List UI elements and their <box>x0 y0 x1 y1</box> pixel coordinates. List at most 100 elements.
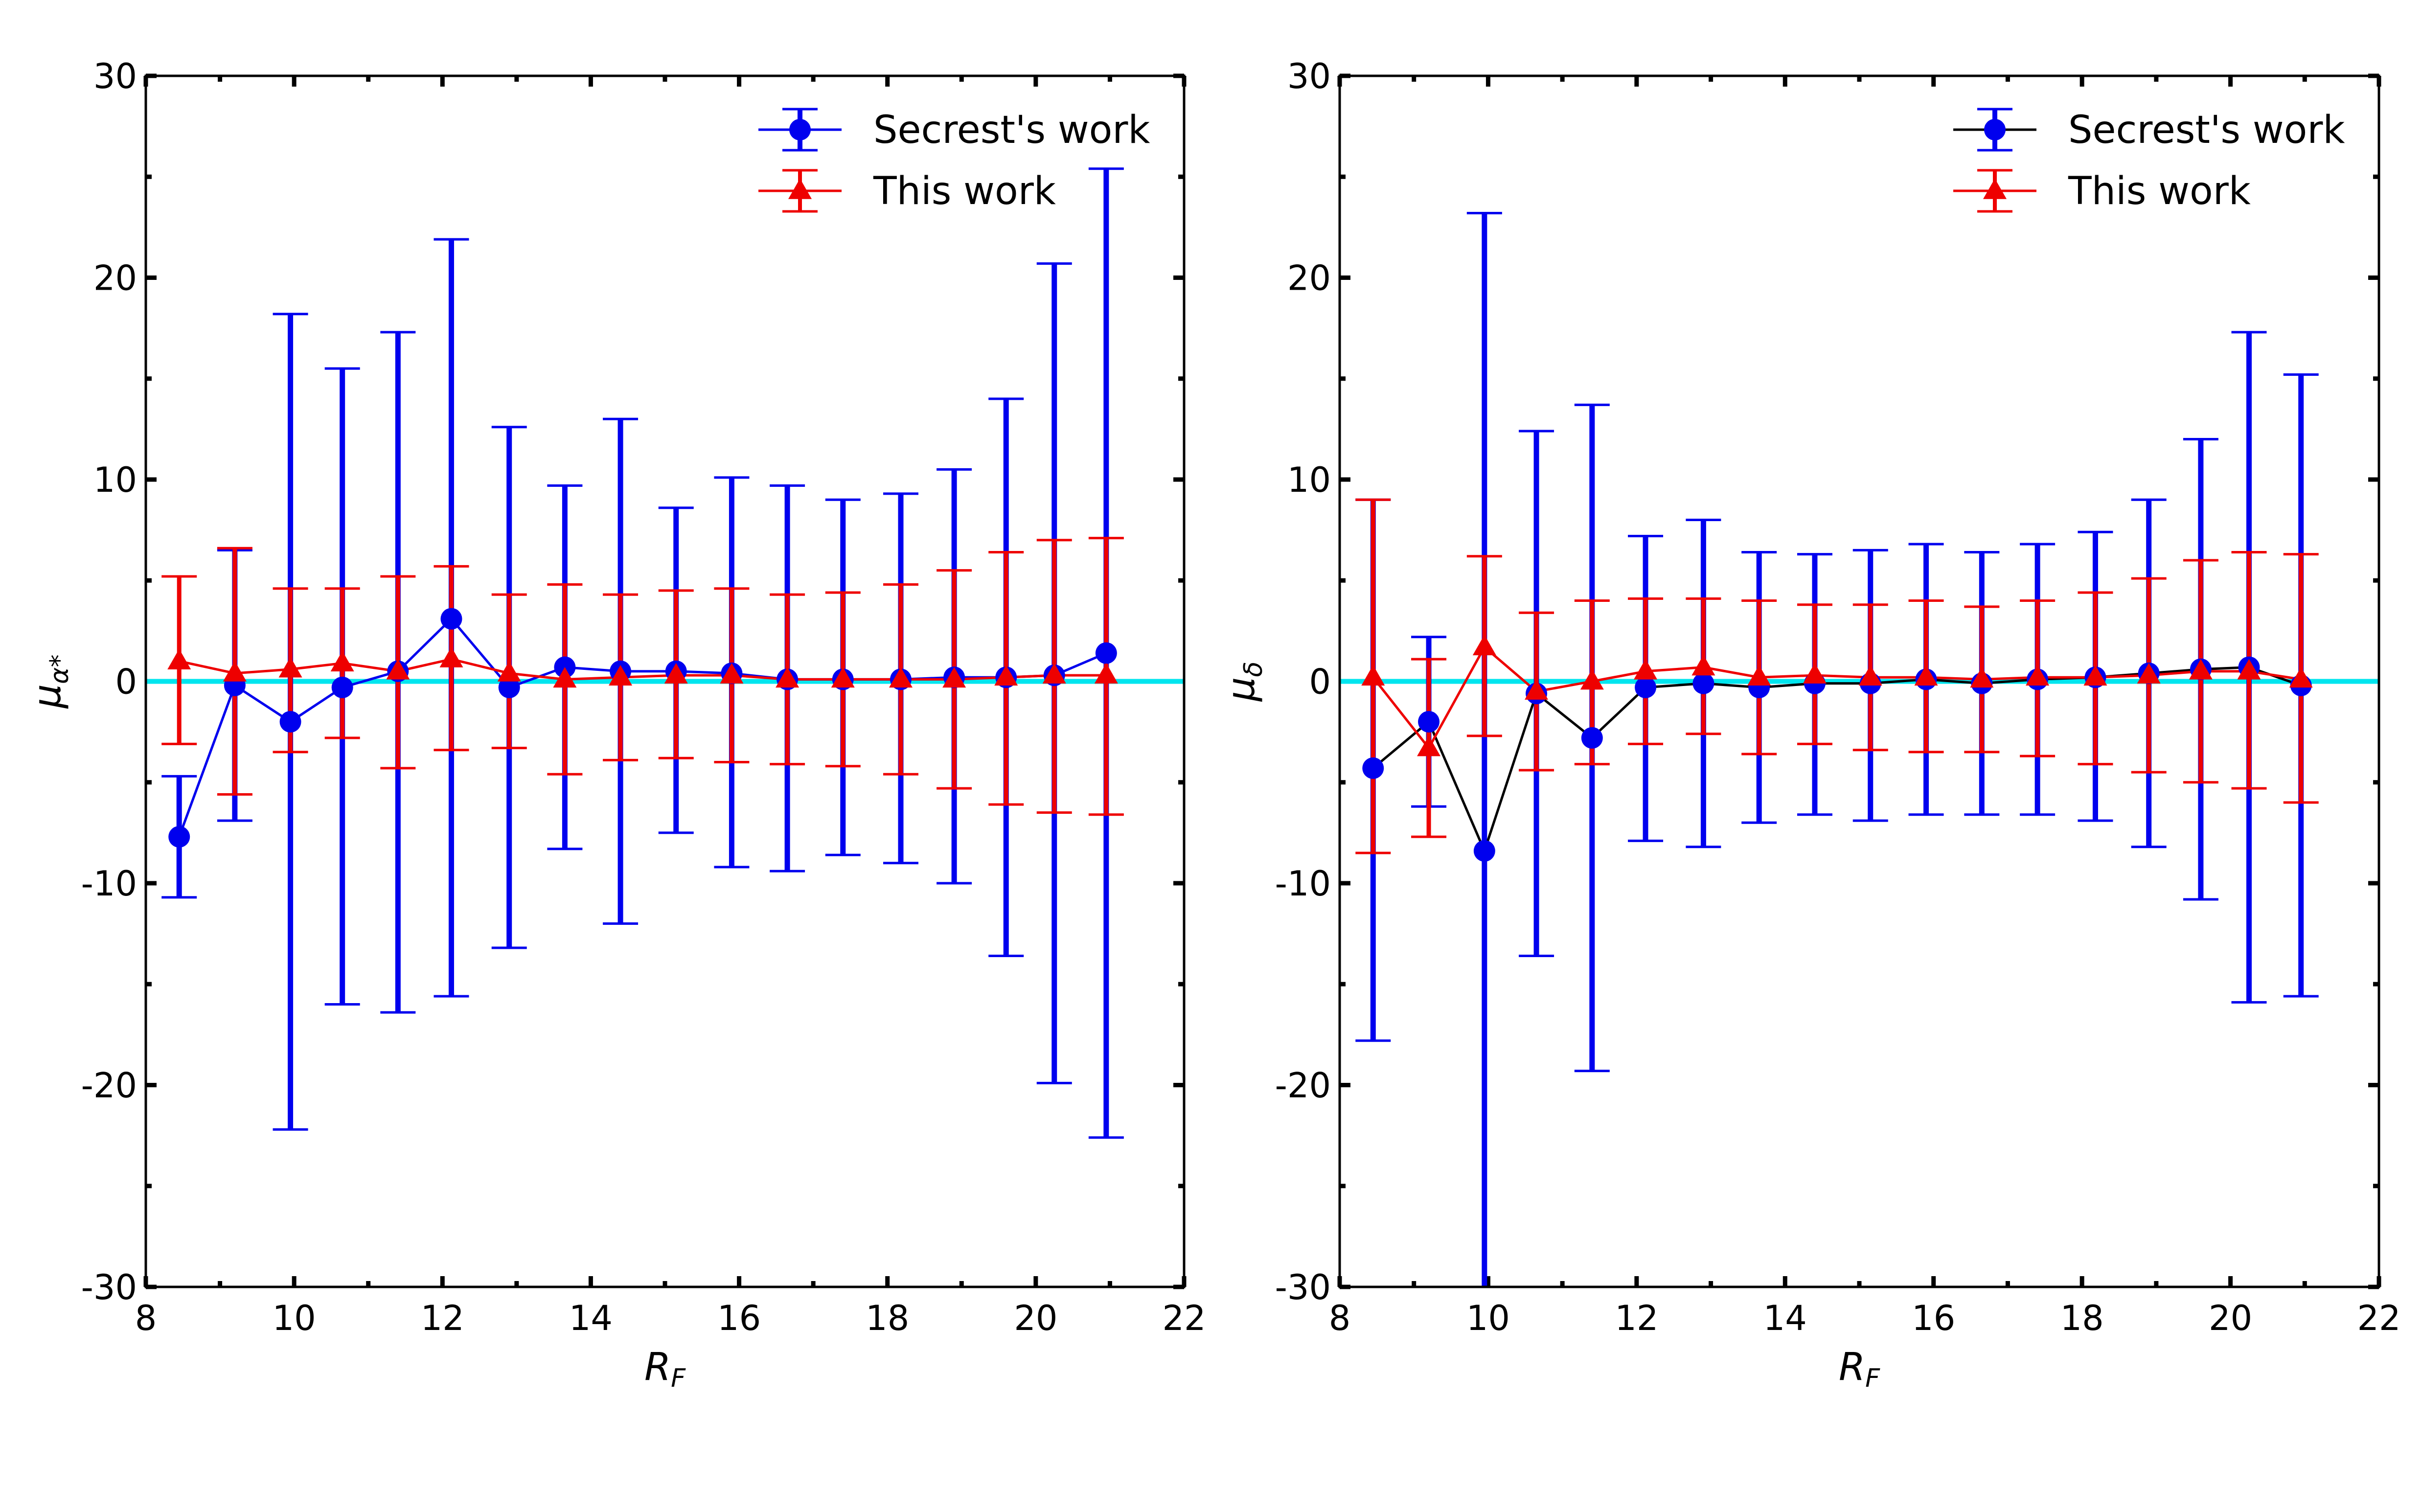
legend-marker-triangle <box>1983 178 2007 199</box>
series-this-work <box>1355 498 2319 854</box>
x-tick-label: 8 <box>135 1298 157 1338</box>
plot-frame <box>1338 74 2380 1288</box>
series-secrest <box>161 167 1124 1139</box>
data-point-circle <box>1095 642 1117 664</box>
data-point-triangle <box>278 657 302 678</box>
y-tick-label: -30 <box>81 1267 137 1307</box>
data-point-triangle <box>497 661 521 682</box>
x-tick-label: 18 <box>866 1298 909 1338</box>
data-point-triangle <box>386 659 410 680</box>
x-tick-label: 18 <box>2060 1298 2104 1338</box>
series-line <box>178 617 1107 837</box>
data-point-circle <box>1692 672 1714 694</box>
y-tick-label: -30 <box>1275 1267 1331 1307</box>
data-point-triangle <box>2289 667 2313 688</box>
legend-marker-triangle <box>788 178 812 199</box>
legend-label: This work <box>873 169 1056 213</box>
legend-marker-circle <box>789 119 811 140</box>
data-point-triangle <box>1580 669 1604 690</box>
data-point-circle <box>168 826 190 848</box>
data-point-triangle <box>2083 665 2107 686</box>
y-tick-label: 20 <box>93 258 137 298</box>
data-point-circle <box>440 608 462 630</box>
data-point-triangle <box>1803 663 1827 684</box>
x-tick-label: 14 <box>569 1298 613 1338</box>
data-point-triangle <box>223 661 247 682</box>
data-point-triangle <box>1858 665 1882 686</box>
legend-label: Secrest's work <box>2068 108 2345 152</box>
data-point-triangle <box>167 649 191 670</box>
plot-frame <box>144 74 1186 1288</box>
data-point-triangle <box>1914 665 1938 686</box>
data-point-triangle <box>553 667 577 688</box>
data-point-triangle <box>889 667 913 688</box>
y-axis-label: μα* <box>25 655 74 710</box>
data-point-triangle <box>1472 635 1496 656</box>
data-point-triangle <box>831 667 855 688</box>
data-point-triangle <box>1691 655 1715 676</box>
data-point-triangle <box>2189 659 2213 680</box>
series-line <box>1372 645 2302 751</box>
y-tick-label: -20 <box>81 1066 137 1106</box>
data-point-triangle <box>330 651 354 672</box>
x-tick-label: 22 <box>1162 1298 1206 1338</box>
data-point-triangle <box>439 646 463 667</box>
data-point-triangle <box>1361 665 1385 686</box>
x-tick-label: 16 <box>1912 1298 1955 1338</box>
x-axis-label: RF <box>644 1345 686 1393</box>
data-point-circle <box>279 711 301 733</box>
data-point-triangle <box>664 663 688 684</box>
data-point-triangle <box>1042 663 1066 684</box>
legend-entry: This work <box>1953 169 2251 213</box>
legend-entry: Secrest's work <box>758 108 1150 152</box>
data-point-triangle <box>2137 663 2161 684</box>
data-point-triangle <box>609 665 633 686</box>
legend-label: Secrest's work <box>873 108 1150 152</box>
left-panel: 8 10 12 14 16 18 20 22 -30 -20 -10 0 10 20 30 RF μα* Secr… <box>25 56 1206 1393</box>
y-tick-label: 10 <box>1287 460 1331 500</box>
data-point-triangle <box>1747 665 1771 686</box>
right-panel: 8 10 12 14 16 18 20 22 -30 -20 -10 0 10 20 30 RF μδ Secre… <box>1219 56 2401 1393</box>
y-tick-label: -10 <box>1275 864 1331 904</box>
x-tick-label: 12 <box>1615 1298 1658 1338</box>
series-secrest <box>1355 212 2319 1287</box>
data-point-triangle <box>1094 663 1118 684</box>
x-tick-label: 16 <box>717 1298 761 1338</box>
data-point-triangle <box>776 667 800 688</box>
data-point-circle <box>331 676 353 698</box>
data-point-triangle <box>1970 667 1994 688</box>
data-point-circle <box>1362 757 1384 779</box>
x-tick-label: 12 <box>421 1298 464 1338</box>
plot-area <box>161 167 1124 1139</box>
x-tick-label: 14 <box>1763 1298 1807 1338</box>
legend-label: This work <box>2068 169 2251 213</box>
y-tick-label: 10 <box>93 460 137 500</box>
data-point-triangle <box>2237 659 2261 680</box>
y-tick-label: -20 <box>1275 1066 1331 1106</box>
x-tick-label: 10 <box>1466 1298 1510 1338</box>
x-tick-label: 8 <box>1329 1298 1351 1338</box>
data-point-triangle <box>942 667 966 688</box>
data-point-circle <box>1581 727 1603 749</box>
y-tick-label: 20 <box>1287 258 1331 298</box>
data-point-triangle <box>2026 665 2050 686</box>
data-point-circle <box>1418 711 1440 733</box>
legend-entry: This work <box>758 169 1056 213</box>
series-line <box>1372 666 2302 855</box>
data-point-triangle <box>1634 659 1658 680</box>
data-point-circle <box>1473 840 1495 862</box>
data-point-triangle <box>1417 735 1441 756</box>
data-point-circle <box>498 676 520 698</box>
y-tick-label: 30 <box>1287 56 1331 96</box>
x-tick-label: 10 <box>273 1298 316 1338</box>
y-axis-label: μδ <box>1219 662 1268 702</box>
data-point-triangle <box>994 665 1018 686</box>
x-tick-label: 20 <box>2209 1298 2252 1338</box>
x-axis-label: RF <box>1839 1345 1880 1393</box>
x-tick-label: 20 <box>1014 1298 1057 1338</box>
legend-marker-circle <box>1984 119 2006 140</box>
x-tick-label: 22 <box>2357 1298 2400 1338</box>
y-tick-label: 30 <box>93 56 137 96</box>
plot-area <box>1355 212 2319 1287</box>
